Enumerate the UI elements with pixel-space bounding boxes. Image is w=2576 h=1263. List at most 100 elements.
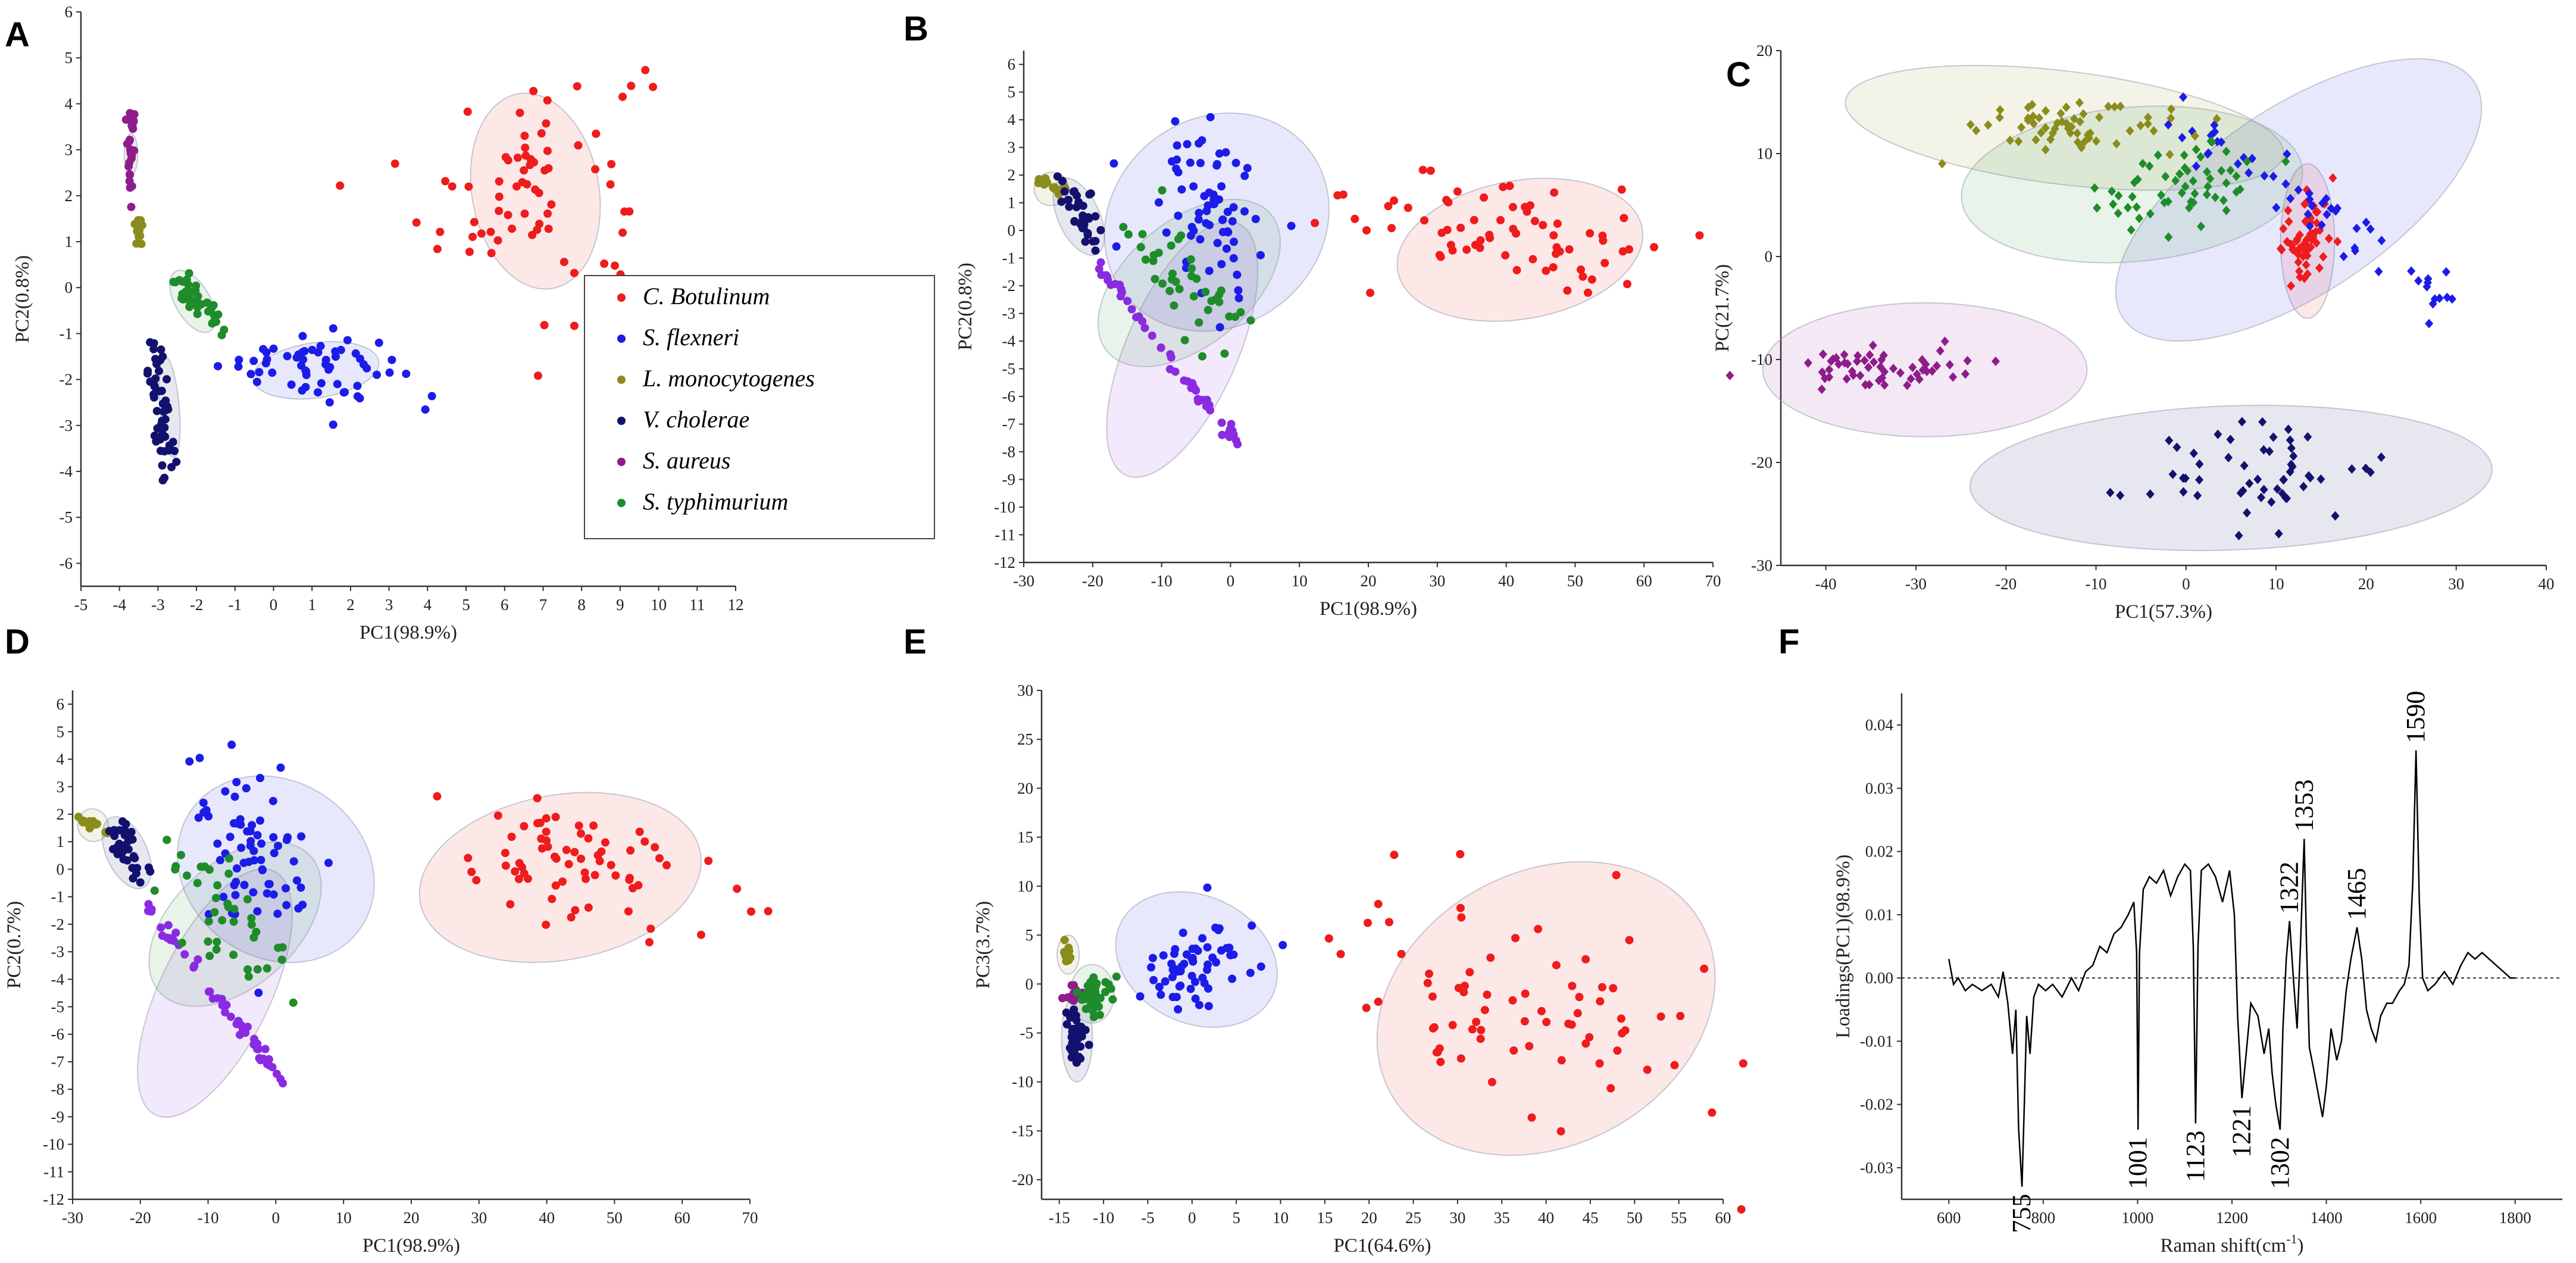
point-c-botulinum — [493, 236, 502, 245]
y-tick-label: 15 — [1017, 829, 1033, 846]
point-v-cholerae — [2245, 479, 2254, 489]
point-c-botulinum — [1521, 202, 1530, 211]
point-s-flexneri — [256, 816, 265, 825]
point-c-botulinum — [1477, 1026, 1486, 1034]
series-c-botulinum — [1324, 850, 1747, 1214]
point-s-flexneri — [2377, 236, 2386, 246]
point-s-flexneri — [240, 880, 249, 889]
point-c-botulinum — [436, 227, 445, 236]
series-l-monocytogenes — [1034, 174, 1070, 199]
x-tick-label: 15 — [1317, 1209, 1333, 1227]
point-c-botulinum — [2283, 237, 2291, 247]
point-c-botulinum — [570, 848, 579, 856]
point-c-botulinum — [547, 200, 556, 209]
point-s-aureus — [1896, 368, 1905, 378]
point-s-flexneri — [2305, 189, 2314, 199]
point-c-botulinum — [504, 211, 512, 220]
point-c-botulinum — [530, 158, 539, 167]
point-s-flexneri — [1195, 1001, 1203, 1009]
point-s-flexneri — [282, 884, 290, 893]
point-s-flexneri — [1171, 117, 1180, 126]
point-c-botulinum — [472, 876, 481, 884]
point-l-monocytogenes — [2024, 102, 2033, 112]
point-c-botulinum — [2288, 245, 2297, 255]
point-s-flexneri — [230, 792, 239, 801]
x-tick-label: -30 — [62, 1209, 83, 1227]
point-s-aureus — [1860, 355, 1869, 365]
point-s-aureus — [125, 137, 134, 146]
point-s-flexneri — [2178, 133, 2187, 143]
point-l-monocytogenes — [2017, 123, 2026, 133]
point-s-typhimurium — [1124, 230, 1133, 239]
point-c-botulinum — [1556, 1127, 1565, 1136]
point-c-botulinum — [529, 87, 538, 96]
point-s-flexneri — [1223, 208, 1232, 217]
point-c-botulinum — [501, 861, 510, 870]
point-s-typhimurium — [2189, 176, 2197, 186]
point-s-aureus — [1865, 350, 1874, 360]
point-s-flexneri — [221, 787, 230, 796]
point-s-flexneri — [2425, 318, 2434, 329]
point-s-aureus — [126, 170, 135, 179]
point-s-flexneri — [269, 833, 278, 842]
point-c-botulinum — [2284, 217, 2293, 227]
x-axis-title-e: PC1(64.6%) — [1333, 1235, 1431, 1256]
point-v-cholerae — [115, 839, 124, 848]
point-s-typhimurium — [1091, 990, 1100, 999]
point-v-cholerae — [2189, 448, 2198, 458]
legend-label-v-cholerae: V. cholerae — [643, 406, 749, 433]
point-c-botulinum — [1587, 275, 1596, 284]
legend-label-s-aureus: S. aureus — [643, 447, 730, 474]
y-tick-label: -7 — [1002, 415, 1016, 433]
y-tick-label: 5 — [65, 49, 73, 67]
point-c-botulinum — [521, 151, 530, 160]
point-s-flexneri — [2294, 185, 2303, 195]
point-s-typhimurium — [2243, 157, 2252, 167]
point-s-flexneri — [374, 338, 383, 347]
x-tick-label: -40 — [1815, 575, 1837, 593]
point-s-aureus — [127, 202, 136, 211]
y-axis-title-e: PC3(3.7%) — [973, 901, 994, 989]
point-v-cholerae — [1084, 1040, 1093, 1049]
x-tick-label: 10 — [336, 1209, 352, 1227]
point-c-botulinum — [611, 261, 620, 270]
point-s-flexneri — [1200, 192, 1209, 201]
point-v-cholerae — [160, 473, 169, 482]
point-s-typhimurium — [2206, 174, 2215, 184]
point-s-flexneri — [2192, 161, 2200, 171]
point-c-botulinum — [1436, 252, 1445, 261]
point-c-botulinum — [477, 229, 486, 238]
point-s-flexneri — [235, 355, 243, 364]
point-l-monocytogenes — [2073, 137, 2082, 147]
y-tick-label: 2 — [1008, 166, 1016, 184]
point-s-typhimurium — [2211, 192, 2219, 202]
point-c-botulinum — [1397, 949, 1406, 958]
point-v-cholerae — [161, 396, 170, 405]
point-s-typhimurium — [1083, 981, 1092, 990]
point-c-botulinum — [528, 230, 537, 239]
point-s-flexneri — [1203, 960, 1212, 969]
point-purpleb — [279, 1079, 287, 1088]
point-s-typhimurium — [1095, 1002, 1103, 1011]
point-v-cholerae — [1068, 1039, 1077, 1048]
point-s-flexneri — [262, 889, 271, 898]
y-tick-label: -0.01 — [1860, 1032, 1893, 1050]
point-c-botulinum — [495, 207, 504, 215]
point-s-flexneri — [2339, 251, 2348, 261]
x-tick-label: 70 — [742, 1209, 758, 1227]
y-tick-label: -4 — [60, 462, 73, 480]
series-s-flexneri — [185, 740, 333, 998]
point-v-cholerae — [2240, 461, 2249, 471]
y-tick-label: 0 — [65, 279, 73, 296]
y-tick-label: 0.04 — [1865, 716, 1894, 734]
point-s-flexneri — [264, 880, 273, 889]
y-tick-label: -1 — [51, 888, 65, 906]
point-s-aureus — [1879, 350, 1888, 360]
point-purpleb — [236, 1030, 245, 1039]
x-tick-label: 20 — [404, 1209, 420, 1227]
point-s-typhimurium — [2206, 136, 2215, 146]
point-c-botulinum — [1521, 989, 1530, 998]
point-c-botulinum — [1612, 871, 1621, 880]
point-c-botulinum — [607, 861, 615, 870]
